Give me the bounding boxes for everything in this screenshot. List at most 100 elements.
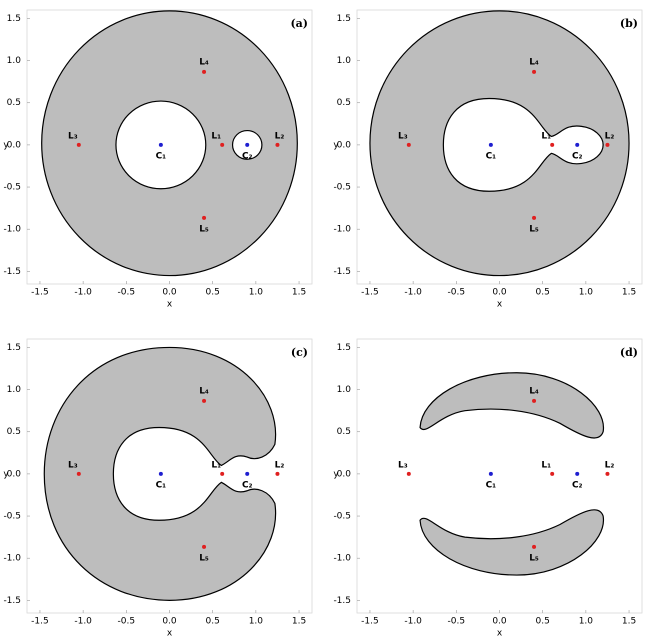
x-tick-label: 0.0 (162, 288, 177, 298)
x-tick-label: 1.0 (249, 288, 264, 298)
y-tick-label: 0.5 (7, 98, 21, 108)
x-tick-label: -1.5 (31, 617, 49, 627)
point-label: L₅ (199, 224, 209, 234)
point (220, 471, 225, 476)
x-tick-label: -0.5 (118, 288, 136, 298)
x-axis-label: x (497, 300, 503, 310)
point-label: L₅ (199, 553, 209, 563)
y-tick-label: 1.5 (7, 14, 21, 24)
point-label: L₅ (529, 224, 539, 234)
point (532, 544, 537, 549)
y-tick-label: 1.0 (7, 385, 22, 395)
point (202, 215, 207, 220)
y-axis-label: y (3, 140, 9, 150)
point-label: L₃ (398, 131, 408, 141)
x-tick-label: -1.5 (361, 288, 379, 298)
point-label: L₁ (541, 460, 551, 470)
x-tick-label: -1.5 (361, 617, 379, 627)
point-label: C₁ (486, 480, 497, 490)
y-tick-label: 0.0 (7, 469, 22, 479)
point-label: L₄ (199, 57, 209, 67)
point (202, 544, 207, 549)
y-tick-label: 0.0 (337, 469, 352, 479)
point-label: C₁ (156, 151, 167, 161)
x-tick-label: 1.5 (292, 288, 306, 298)
point (575, 471, 580, 476)
y-tick-label: -1.0 (3, 554, 21, 564)
y-tick-label: 0.0 (337, 140, 352, 150)
x-tick-label: 1.5 (292, 617, 306, 627)
x-tick-label: -1.0 (74, 617, 92, 627)
point-label: C₁ (486, 151, 497, 161)
point (605, 471, 610, 476)
point-label: L₂ (275, 460, 285, 470)
panel-label: (b) (620, 17, 638, 30)
forbidden-region (420, 373, 603, 575)
x-tick-label: -1.0 (404, 288, 422, 298)
panel-label: (a) (290, 17, 308, 30)
x-axis-label: x (167, 629, 173, 638)
x-tick-label: 0.0 (492, 617, 507, 627)
point (488, 142, 493, 147)
x-tick-label: 1.5 (622, 288, 636, 298)
point-label: L₂ (605, 131, 615, 141)
y-tick-label: -0.5 (333, 512, 351, 522)
point (550, 142, 555, 147)
point (158, 471, 163, 476)
point (202, 69, 207, 74)
y-tick-label: 0.5 (7, 427, 21, 437)
y-tick-label: -1.5 (3, 596, 21, 606)
y-tick-label: 1.5 (337, 343, 351, 353)
panel: -1.5 -1.0 -0.5 0.0 0.5 1.0 1.5 -1.5 -1.0 -0.5 0.0 0… (333, 339, 642, 638)
point-label: L₁ (211, 131, 221, 141)
x-tick-label: 0.5 (206, 617, 220, 627)
point (220, 142, 225, 147)
point-label: L₂ (275, 131, 285, 141)
region-group (42, 11, 298, 276)
x-tick-label: 1.0 (579, 288, 594, 298)
region-group (420, 373, 603, 575)
x-tick-label: -1.5 (31, 288, 49, 298)
panel: -1.5 -1.0 -0.5 0.0 0.5 1.0 1.5 -1.5 -1.0 -0.5 0.0 0… (3, 10, 312, 310)
x-tick-label: 1.0 (579, 617, 594, 627)
forbidden-region (42, 11, 298, 276)
point-label: L₂ (605, 460, 615, 470)
y-tick-label: 1.5 (337, 14, 351, 24)
x-tick-label: 0.5 (206, 288, 220, 298)
point (550, 471, 555, 476)
point (406, 142, 411, 147)
point-label: L₃ (68, 460, 78, 470)
panel: -1.5 -1.0 -0.5 0.0 0.5 1.0 1.5 -1.5 -1.0 -0.5 0.0 0… (3, 339, 312, 638)
point (406, 471, 411, 476)
point (245, 471, 250, 476)
point (575, 142, 580, 147)
point-label: C₁ (156, 480, 167, 490)
point-label: L₄ (199, 386, 209, 396)
point-label: L₃ (398, 460, 408, 470)
x-tick-label: 0.5 (536, 617, 550, 627)
forbidden-region (44, 347, 275, 600)
point-label: C₂ (572, 480, 583, 490)
point (532, 69, 537, 74)
y-tick-label: 1.0 (337, 56, 352, 66)
y-tick-label: -1.5 (3, 267, 21, 277)
x-tick-label: -1.0 (74, 288, 92, 298)
y-tick-label: -1.5 (333, 267, 351, 277)
point-label: L₃ (68, 131, 78, 141)
panel: -1.5 -1.0 -0.5 0.0 0.5 1.0 1.5 -1.5 -1.0 -0.5 0.0 0… (333, 10, 642, 310)
y-axis-label: y (3, 469, 9, 479)
y-axis-label: y (333, 469, 339, 479)
x-tick-label: -0.5 (448, 617, 466, 627)
point (76, 142, 81, 147)
point (605, 142, 610, 147)
point-label: L₄ (529, 57, 539, 67)
x-axis-label: x (167, 300, 173, 310)
y-tick-label: -1.5 (333, 596, 351, 606)
point (202, 398, 207, 403)
y-tick-label: 0.5 (337, 98, 351, 108)
region-group (44, 347, 275, 600)
point-label: C₂ (572, 151, 583, 161)
y-axis-label: y (333, 140, 339, 150)
point (488, 471, 493, 476)
panel-label: (c) (291, 346, 308, 359)
